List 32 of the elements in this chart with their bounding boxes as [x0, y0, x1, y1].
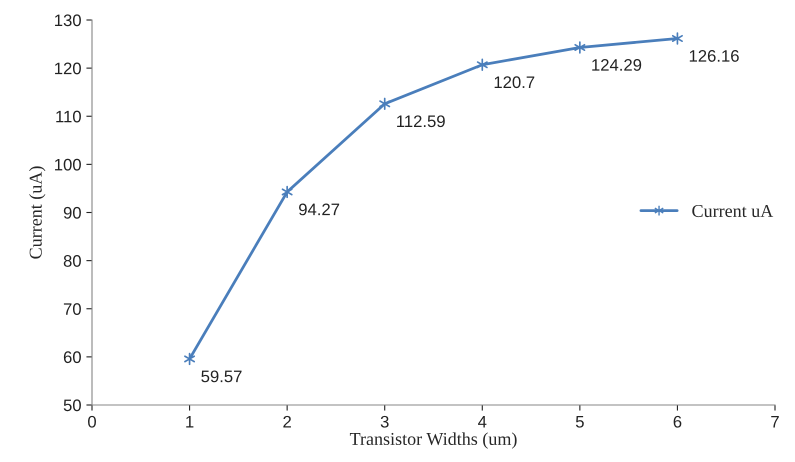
x-tick-label: 4 — [478, 416, 486, 428]
y-tick-label: 110 — [56, 110, 81, 122]
data-label: 112.59 — [397, 115, 445, 128]
y-axis-title: Current (uA) — [29, 166, 46, 259]
x-tick-label: 5 — [576, 416, 584, 428]
data-label: 124.29 — [592, 59, 642, 71]
point — [184, 352, 196, 366]
y-tick-label: 50 — [64, 399, 81, 412]
y-tick-label: 90 — [64, 206, 81, 219]
y-tick-label: 130 — [55, 14, 81, 26]
x-tick-label: 1 — [186, 416, 194, 428]
point — [476, 58, 488, 71]
x-axis-title: Transistor Widths (um) — [350, 432, 517, 449]
y-tick-label: 60 — [64, 351, 81, 364]
data-label: 120.7 — [494, 76, 534, 88]
y-tick-label: 120 — [55, 62, 81, 74]
x-tick-label: 6 — [674, 416, 682, 428]
point — [672, 32, 683, 45]
data-label: 59.57 — [201, 370, 242, 382]
x-tick-label: 0 — [88, 416, 96, 428]
y-tick-label: 70 — [64, 303, 81, 315]
y-tick-label: 80 — [64, 255, 81, 267]
y-tick-label: 100 — [55, 158, 81, 171]
x-tick-label: 7 — [771, 416, 779, 428]
data-label: 94.27 — [299, 204, 340, 216]
legend-label: Current uA — [692, 204, 774, 218]
x-tick-label: 3 — [380, 416, 389, 428]
point — [574, 41, 586, 54]
data-label: 126.16 — [690, 50, 739, 62]
point — [379, 98, 390, 110]
point — [282, 186, 293, 198]
x-tick-label: 2 — [283, 416, 291, 428]
